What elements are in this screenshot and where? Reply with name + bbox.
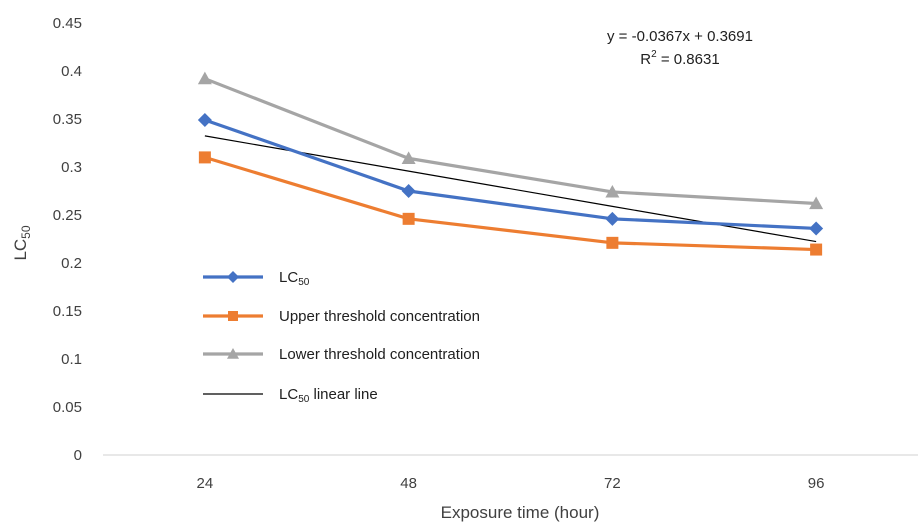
series-lc50-point xyxy=(401,184,416,198)
series-layer xyxy=(197,71,824,256)
x-axis-ticks: 24 48 72 96 xyxy=(197,475,825,492)
x-tick-label: 48 xyxy=(400,475,417,492)
x-tick-label: 72 xyxy=(604,475,621,492)
series-lc50-point xyxy=(605,211,620,226)
legend-item-upper: Upper threshold concentration xyxy=(203,308,480,325)
legend-label-upper: Upper threshold concentration xyxy=(279,308,480,325)
legend: LC50 Upper threshold concentration Lower t… xyxy=(203,269,480,405)
x-axis-title: Exposure time (hour) xyxy=(441,503,600,522)
y-tick-label: 0.15 xyxy=(53,303,82,320)
y-tick-label: 0.1 xyxy=(61,351,82,368)
y-tick-label: 0.05 xyxy=(53,399,82,416)
legend-label-lc50: LC50 xyxy=(279,269,310,288)
series-upper-point xyxy=(606,236,619,249)
series-lower-point xyxy=(401,151,416,164)
y-tick-label: 0.3 xyxy=(61,159,82,176)
series-upper-point xyxy=(810,243,823,256)
y-tick-label: 0.35 xyxy=(53,111,82,128)
r-squared-text: R2 = 0.8631 xyxy=(640,49,719,68)
y-tick-label: 0 xyxy=(74,447,82,464)
legend-item-lc50: LC50 xyxy=(203,269,310,288)
legend-marker-upper xyxy=(228,311,238,321)
series-lower xyxy=(197,71,824,210)
y-axis-title: LC50 xyxy=(11,225,33,260)
series-lc50-point xyxy=(197,112,212,127)
series-upper-point xyxy=(402,212,415,225)
trendline-equation: y = -0.0367x + 0.3691 R2 = 0.8631 xyxy=(607,28,753,68)
series-lc50-line xyxy=(204,118,817,231)
series-lc50 xyxy=(197,112,824,236)
legend-item-lower: Lower threshold concentration xyxy=(203,346,480,363)
legend-item-trend: LC50 linear line xyxy=(203,386,378,405)
y-tick-label: 0.45 xyxy=(53,15,82,32)
series-upper-line xyxy=(204,155,817,252)
series-lower-line xyxy=(204,77,817,206)
y-tick-label: 0.2 xyxy=(61,255,82,272)
y-axis-ticks: 0 0.05 0.1 0.15 0.2 0.25 0.3 0.35 0.4 0.45 xyxy=(53,15,82,464)
series-upper xyxy=(198,151,823,256)
legend-label-lower: Lower threshold concentration xyxy=(279,346,480,363)
series-lower-point xyxy=(197,71,212,85)
legend-label-trend: LC50 linear line xyxy=(279,386,378,405)
x-tick-label: 96 xyxy=(808,475,825,492)
y-tick-label: 0.4 xyxy=(61,63,82,80)
equation-text: y = -0.0367x + 0.3691 xyxy=(607,28,753,45)
series-lower-point xyxy=(809,196,824,210)
x-tick-label: 24 xyxy=(197,475,214,492)
series-lower-point xyxy=(605,184,620,198)
legend-marker-lower xyxy=(227,348,239,359)
series-lc50-point xyxy=(809,221,824,236)
y-tick-label: 0.25 xyxy=(53,207,82,224)
series-upper-point xyxy=(198,151,211,164)
legend-marker-lc50 xyxy=(227,271,239,283)
